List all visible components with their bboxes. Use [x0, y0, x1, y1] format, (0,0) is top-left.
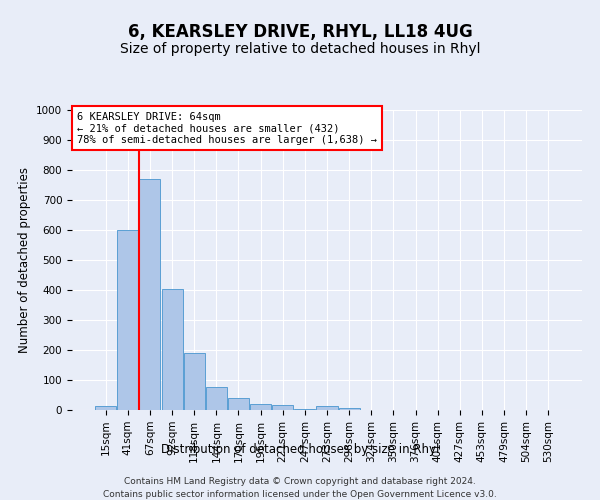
Text: Contains HM Land Registry data © Crown copyright and database right 2024.: Contains HM Land Registry data © Crown c… — [124, 478, 476, 486]
Text: 6 KEARSLEY DRIVE: 64sqm
← 21% of detached houses are smaller (432)
78% of semi-d: 6 KEARSLEY DRIVE: 64sqm ← 21% of detache… — [77, 112, 377, 144]
Text: Contains public sector information licensed under the Open Government Licence v3: Contains public sector information licen… — [103, 490, 497, 499]
Bar — [272, 404, 293, 410]
Text: Size of property relative to detached houses in Rhyl: Size of property relative to detached ho… — [120, 42, 480, 56]
Bar — [161, 288, 182, 410]
Bar — [338, 408, 359, 410]
Y-axis label: Number of detached properties: Number of detached properties — [17, 167, 31, 353]
Bar — [228, 398, 249, 410]
Bar — [250, 404, 271, 410]
Text: 6, KEARSLEY DRIVE, RHYL, LL18 4UG: 6, KEARSLEY DRIVE, RHYL, LL18 4UG — [128, 22, 472, 40]
Bar — [118, 230, 139, 410]
Bar — [316, 406, 338, 410]
Bar — [295, 408, 316, 410]
Bar — [95, 406, 116, 410]
Bar — [139, 179, 160, 410]
Bar — [184, 353, 205, 410]
Text: Distribution of detached houses by size in Rhyl: Distribution of detached houses by size … — [161, 442, 439, 456]
Bar — [206, 386, 227, 410]
